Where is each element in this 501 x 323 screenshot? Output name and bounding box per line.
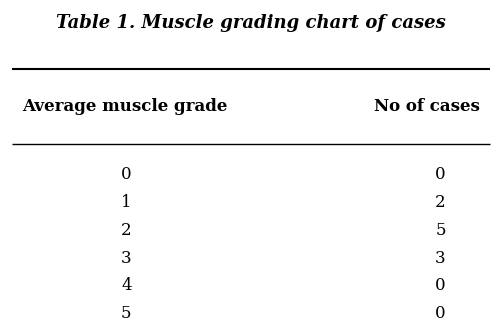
Text: No of cases: No of cases	[374, 98, 479, 115]
Text: 5: 5	[121, 305, 131, 322]
Text: 0: 0	[434, 277, 445, 294]
Text: 4: 4	[121, 277, 131, 294]
Text: Table 1. Muscle grading chart of cases: Table 1. Muscle grading chart of cases	[56, 14, 445, 32]
Text: 1: 1	[121, 194, 131, 211]
Text: 5: 5	[434, 222, 445, 239]
Text: 3: 3	[121, 250, 131, 266]
Text: 2: 2	[121, 222, 131, 239]
Text: 0: 0	[434, 166, 445, 183]
Text: Average muscle grade: Average muscle grade	[22, 98, 226, 115]
Text: 0: 0	[121, 166, 131, 183]
Text: 2: 2	[434, 194, 445, 211]
Text: 3: 3	[434, 250, 445, 266]
Text: 0: 0	[434, 305, 445, 322]
